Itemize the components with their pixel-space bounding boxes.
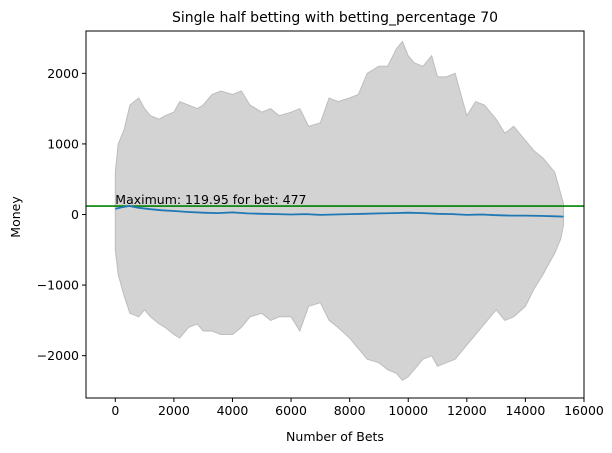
x-tick-label: 2000 xyxy=(158,403,190,418)
x-tick-label: 12000 xyxy=(447,403,487,418)
line-layer xyxy=(86,205,584,218)
variance-band xyxy=(114,40,564,382)
band-layer xyxy=(114,40,564,382)
y-tick-label: −1000 xyxy=(37,278,79,293)
x-axis-ticks: 0 2000 4000 6000 8000 10000 12000 14000 16000 xyxy=(111,398,604,418)
x-tick-label: 0 xyxy=(111,403,119,418)
x-tick-label: 16000 xyxy=(564,403,604,418)
y-tick-label: 0 xyxy=(71,207,79,222)
y-tick-label: −2000 xyxy=(37,348,79,363)
x-tick-label: 14000 xyxy=(506,403,546,418)
chart-title: Single half betting with betting_percent… xyxy=(172,10,498,26)
max-annotation: Maximum: 119.95 for bet: 477 xyxy=(115,192,306,207)
y-tick-label: 1000 xyxy=(47,136,79,151)
x-tick-label: 4000 xyxy=(217,403,249,418)
mean-line xyxy=(115,205,564,218)
x-tick-label: 10000 xyxy=(388,403,428,418)
y-tick-label: 2000 xyxy=(47,66,79,81)
x-axis-label: Number of Bets xyxy=(286,429,384,444)
x-tick-label: 6000 xyxy=(275,403,307,418)
y-axis-label: Money xyxy=(8,196,23,238)
x-tick-label: 8000 xyxy=(334,403,366,418)
y-axis-ticks: 2000 1000 0 −1000 −2000 xyxy=(37,66,86,363)
plot-area xyxy=(85,30,585,399)
